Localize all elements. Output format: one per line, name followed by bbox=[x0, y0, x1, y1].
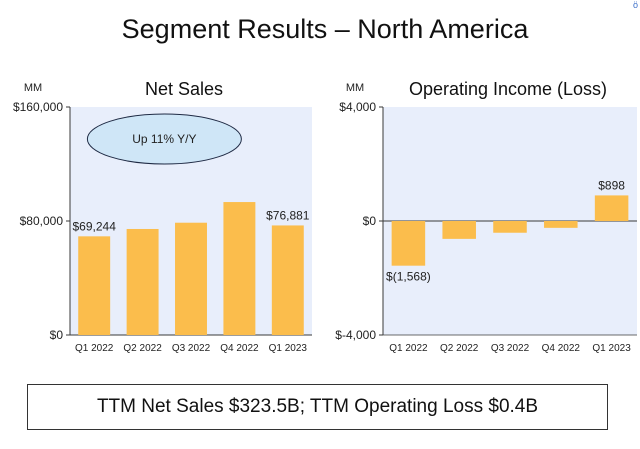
y-tick-label: $80,000 bbox=[20, 214, 64, 228]
data-label: $898 bbox=[598, 178, 625, 192]
data-label: $69,244 bbox=[73, 219, 117, 233]
bar bbox=[126, 228, 159, 335]
link-icon: ö bbox=[632, 0, 638, 10]
page-title: Segment Results – North America bbox=[121, 14, 529, 44]
x-tick-label: Q2 2022 bbox=[123, 343, 162, 354]
y-tick-label: $160,000 bbox=[13, 100, 63, 114]
annotation-text: Up 11% Y/Y bbox=[132, 132, 196, 146]
unit-label: MM bbox=[24, 82, 42, 94]
x-tick-label: Q4 2022 bbox=[220, 343, 259, 354]
bar bbox=[271, 225, 304, 335]
unit-label: MM bbox=[346, 82, 364, 94]
bar bbox=[78, 236, 111, 335]
bar bbox=[544, 221, 578, 228]
chart-title: Operating Income (Loss) bbox=[409, 79, 607, 99]
bar bbox=[175, 222, 207, 335]
annotation-callout bbox=[86, 113, 242, 165]
bar bbox=[594, 195, 629, 221]
chart-title: Net Sales bbox=[145, 79, 223, 99]
y-tick-label: $0 bbox=[363, 214, 377, 228]
summary-text: TTM Net Sales $323.5B; TTM Operating Los… bbox=[96, 396, 539, 417]
x-tick-label: Q1 2022 bbox=[75, 343, 114, 354]
summary-box: TTM Net Sales $323.5B; TTM Operating Los… bbox=[27, 384, 608, 430]
bar bbox=[442, 221, 476, 239]
x-tick-label: Q1 2022 bbox=[389, 343, 428, 354]
x-tick-label: Q1 2023 bbox=[269, 343, 308, 354]
data-label: $76,881 bbox=[266, 208, 310, 222]
data-label: $(1,568) bbox=[386, 270, 431, 284]
net-sales-chart: Net Sales MM $0 $80,000 $160,000 Q1 2022 $69,2… bbox=[13, 79, 312, 354]
x-tick-label: Q3 2022 bbox=[172, 343, 211, 354]
bar bbox=[493, 221, 527, 233]
x-tick-label: Q4 2022 bbox=[542, 343, 581, 354]
bar bbox=[391, 221, 426, 266]
x-tick-label: Q1 2023 bbox=[592, 343, 631, 354]
y-tick-label: $4,000 bbox=[339, 100, 376, 114]
operating-income-chart: Operating Income (Loss) MM $-4,000 $0 $4,000… bbox=[335, 79, 637, 354]
y-tick-label: $-4,000 bbox=[335, 328, 376, 342]
bar bbox=[223, 202, 256, 335]
x-tick-label: Q2 2022 bbox=[440, 343, 479, 354]
x-tick-label: Q3 2022 bbox=[491, 343, 530, 354]
y-tick-label: $0 bbox=[50, 328, 64, 342]
